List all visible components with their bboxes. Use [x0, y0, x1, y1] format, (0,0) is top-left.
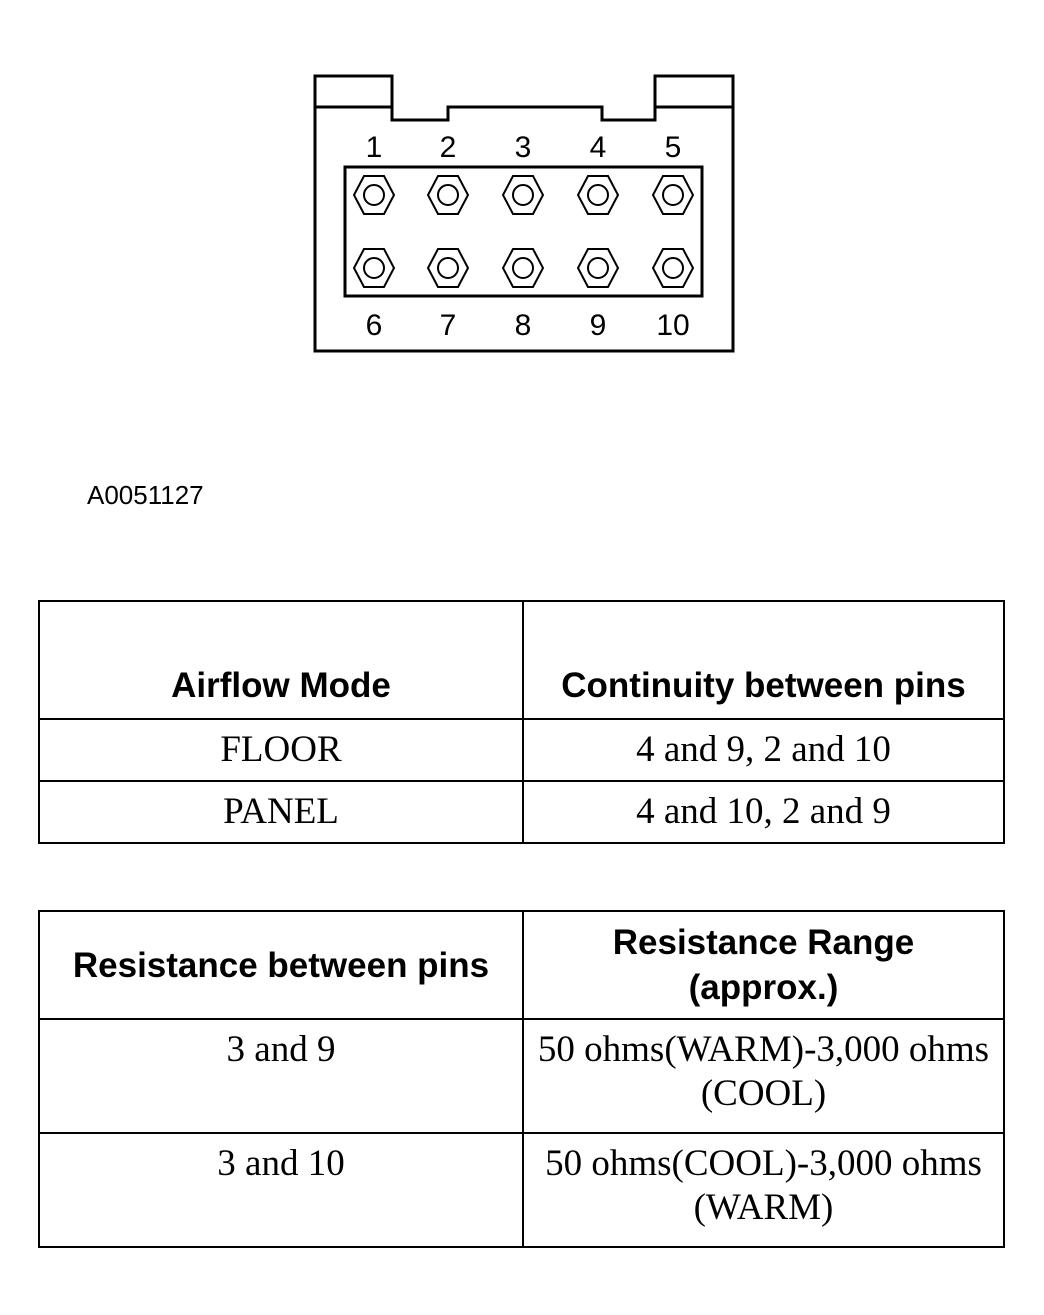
- table-row: PANEL 4 and 10, 2 and 9: [38, 780, 1005, 844]
- pin-3-terminal: [512, 184, 534, 206]
- figure-id: A0051127: [87, 480, 204, 510]
- pin-label: 7: [440, 309, 457, 342]
- pin-2-hex: [426, 175, 470, 215]
- connector-housing: [313, 74, 735, 353]
- pin-label: 6: [366, 309, 383, 342]
- pin-label: 2: [440, 131, 457, 164]
- connector-diagram: 1 2 3 4 5 6 7 8 9 10: [313, 74, 735, 353]
- header-resistance-range: Resistance Range (approx.): [522, 910, 1005, 1020]
- pin-label: 8: [515, 309, 532, 342]
- pin-8-terminal: [512, 257, 534, 279]
- pin-2-terminal: [437, 184, 459, 206]
- pin-1-terminal: [363, 184, 385, 206]
- cell-mode: FLOOR: [38, 718, 524, 782]
- resistance-table: Resistance between pins Resistance Range…: [38, 910, 1005, 1248]
- table-row: 3 and 10 50 ohms(COOL)-3,000 ohms (WARM): [38, 1132, 1005, 1248]
- pin-5-terminal: [662, 184, 684, 206]
- pin-label: 3: [515, 131, 532, 164]
- pin-10-terminal: [662, 257, 684, 279]
- cell-continuity: 4 and 10, 2 and 9: [522, 780, 1005, 844]
- cell-pins: 3 and 9: [38, 1018, 524, 1134]
- pin-9-terminal: [587, 257, 609, 279]
- cell-range: 50 ohms(WARM)-3,000 ohms (COOL): [522, 1018, 1005, 1134]
- pin-4-hex: [576, 175, 620, 215]
- header-continuity: Continuity between pins: [522, 600, 1005, 720]
- cell-mode: PANEL: [38, 780, 524, 844]
- pin-6-terminal: [363, 257, 385, 279]
- pin-7-terminal: [437, 257, 459, 279]
- pin-10-hex: [651, 248, 695, 288]
- pin-label: 4: [590, 131, 607, 164]
- pin-7-hex: [426, 248, 470, 288]
- pin-5-hex: [651, 175, 695, 215]
- cell-continuity: 4 and 9, 2 and 10: [522, 718, 1005, 782]
- pin-8-hex: [501, 248, 545, 288]
- header-resistance-pins: Resistance between pins: [38, 910, 524, 1020]
- cell-pins: 3 and 10: [38, 1132, 524, 1248]
- pin-3-hex: [501, 175, 545, 215]
- cell-range: 50 ohms(COOL)-3,000 ohms (WARM): [522, 1132, 1005, 1248]
- pin-1-hex: [352, 175, 396, 215]
- pin-4-terminal: [587, 184, 609, 206]
- pin-cavity-frame: [343, 165, 704, 298]
- table-row: FLOOR 4 and 9, 2 and 10: [38, 718, 1005, 782]
- pin-6-hex: [352, 248, 396, 288]
- pin-label: 9: [590, 309, 607, 342]
- table-header-row: Resistance between pins Resistance Range…: [38, 910, 1005, 1020]
- continuity-table: Airflow Mode Continuity between pins FLO…: [38, 600, 1005, 844]
- table-row: 3 and 9 50 ohms(WARM)-3,000 ohms (COOL): [38, 1018, 1005, 1134]
- pin-label: 10: [656, 309, 689, 342]
- pin-9-hex: [576, 248, 620, 288]
- pin-label: 1: [366, 131, 383, 164]
- pin-label: 5: [665, 131, 682, 164]
- table-header-row: Airflow Mode Continuity between pins: [38, 600, 1005, 720]
- header-airflow-mode: Airflow Mode: [38, 600, 524, 720]
